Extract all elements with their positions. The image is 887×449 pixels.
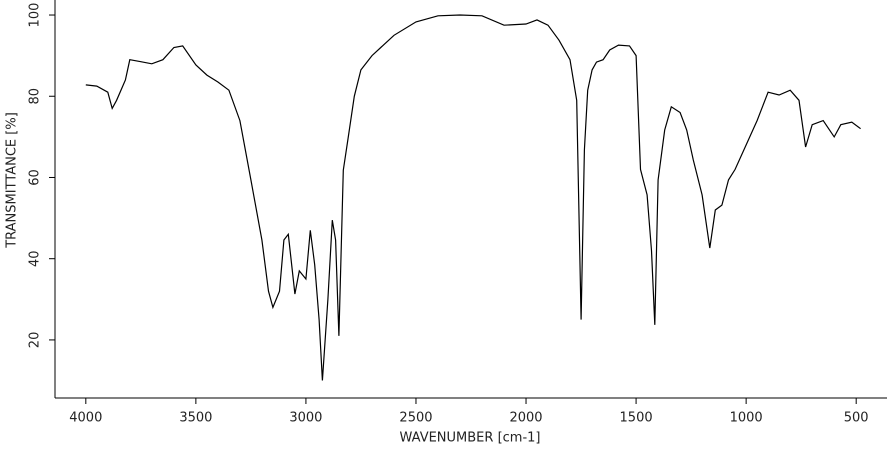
- x-tick-label: 2000: [509, 411, 542, 426]
- x-tick-label: 1500: [620, 411, 653, 426]
- x-axis-label: WAVENUMBER [cm-1]: [400, 431, 541, 446]
- x-tick-label: 500: [844, 411, 869, 426]
- x-tick-label: 1000: [730, 411, 763, 426]
- y-tick-label: 20: [28, 332, 43, 349]
- y-tick-label: 40: [28, 250, 43, 267]
- spectrum-line: [85, 14, 861, 381]
- y-tick-label: 60: [28, 169, 43, 186]
- x-tick-label: 3000: [289, 411, 322, 426]
- x-tick-label: 2500: [399, 411, 432, 426]
- x-tick-label: 3500: [179, 411, 212, 426]
- y-axis-label: TRANSMITTANCE [%]: [5, 112, 20, 249]
- x-tick-label: 4000: [69, 411, 102, 426]
- y-tick-label: 80: [28, 88, 43, 105]
- y-tick-label: 100: [28, 3, 43, 28]
